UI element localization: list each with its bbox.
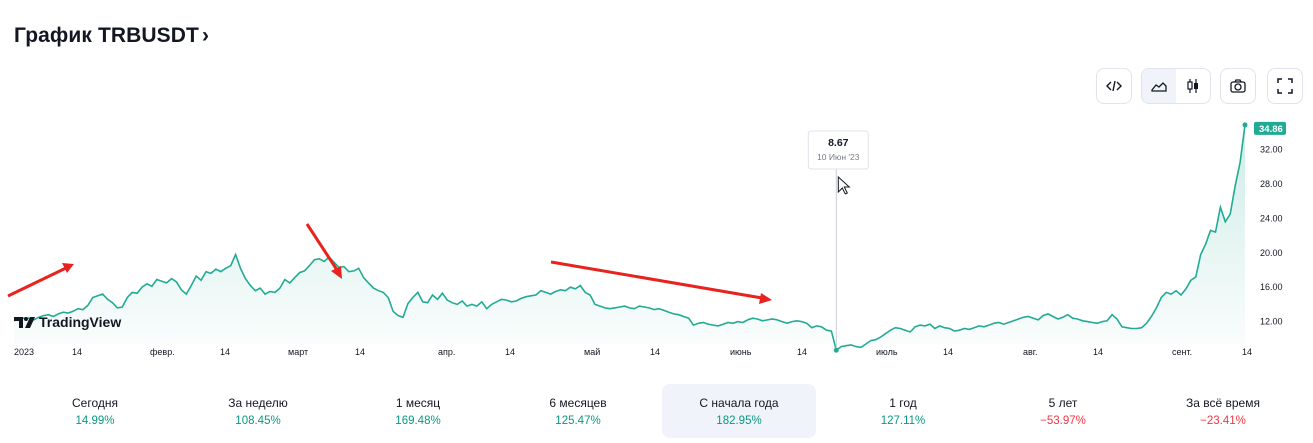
x-tick-label: 14 bbox=[355, 347, 365, 357]
tooltip-date: 10 Июн '23 bbox=[817, 152, 860, 162]
performance-tab-label: За всё время bbox=[1186, 395, 1260, 410]
mouse-cursor-icon bbox=[837, 175, 851, 195]
embed-code-icon bbox=[1106, 80, 1122, 92]
tradingview-logo: TradingView bbox=[14, 314, 121, 330]
tooltip-value: 8.67 bbox=[828, 137, 849, 149]
performance-tab-value: 169.48% bbox=[395, 414, 441, 427]
last-price-point bbox=[1242, 122, 1248, 128]
crosshair-point bbox=[833, 347, 839, 353]
fullscreen-icon bbox=[1277, 78, 1293, 94]
embed-code-button[interactable] bbox=[1096, 68, 1132, 104]
performance-tabs: Сегодня 14.99% За неделю 108.45% 1 месяц 169.… bbox=[0, 384, 1313, 440]
x-axis: 2023 14 февр. 14 март 14 апр. 14 май 14 июнь 14 июль… bbox=[14, 347, 1252, 357]
x-tick-label: 14 bbox=[1242, 347, 1252, 357]
performance-tab-label: С начала года bbox=[699, 395, 779, 410]
x-tick-label: 14 bbox=[797, 347, 807, 357]
chevron-right-icon: › bbox=[201, 24, 210, 47]
performance-tab-value: −53.97% bbox=[1040, 414, 1086, 427]
last-price-label: 34.86 bbox=[1254, 121, 1286, 135]
performance-tab[interactable]: За всё время −23.41% bbox=[1150, 384, 1296, 438]
area-chart-button[interactable] bbox=[1142, 69, 1176, 103]
y-tick-label: 12.00 bbox=[1260, 317, 1283, 327]
performance-tab-label: 5 лет bbox=[1048, 395, 1078, 410]
x-tick-label: апр. bbox=[438, 347, 455, 357]
performance-tab[interactable]: С начала года 182.95% bbox=[662, 384, 816, 438]
performance-tab-value: −23.41% bbox=[1200, 414, 1246, 427]
x-tick-label: май bbox=[584, 347, 600, 357]
screenshot-button[interactable] bbox=[1220, 68, 1256, 104]
x-tick-label: 14 bbox=[1093, 347, 1103, 357]
performance-tab[interactable]: За неделю 108.45% bbox=[185, 384, 331, 438]
x-tick-label: 14 bbox=[505, 347, 515, 357]
x-tick-label: февр. bbox=[150, 347, 175, 357]
performance-tab-value: 182.95% bbox=[716, 414, 762, 427]
price-tooltip: 8.67 10 Июн '23 bbox=[807, 130, 869, 170]
x-tick-label: 14 bbox=[650, 347, 660, 357]
x-tick-label: авг. bbox=[1023, 347, 1037, 357]
red-annotation-arrows bbox=[7, 223, 772, 304]
performance-tab[interactable]: 6 месяцев 125.47% bbox=[505, 384, 651, 438]
candlestick-icon bbox=[1187, 79, 1198, 93]
performance-tab-value: 108.45% bbox=[235, 414, 281, 427]
candlestick-button[interactable] bbox=[1176, 69, 1210, 103]
y-tick-label: 32.00 bbox=[1260, 145, 1283, 155]
performance-tab[interactable]: 5 лет −53.97% bbox=[990, 384, 1136, 438]
x-tick-label: июнь bbox=[730, 347, 752, 357]
fullscreen-button[interactable] bbox=[1267, 68, 1303, 104]
x-tick-label: 14 bbox=[943, 347, 953, 357]
performance-tab-label: За неделю bbox=[228, 395, 288, 410]
price-chart[interactable]: 32.00 28.00 24.00 20.00 16.00 12.00 2023 14 фев… bbox=[0, 112, 1313, 362]
x-tick-label: 14 bbox=[220, 347, 230, 357]
camera-icon bbox=[1230, 79, 1246, 93]
x-tick-label: июль bbox=[876, 347, 898, 357]
x-tick-label: сент. bbox=[1172, 347, 1192, 357]
page-title-text: График TRBUSDT bbox=[14, 24, 199, 47]
y-tick-label: 24.00 bbox=[1260, 213, 1283, 223]
y-axis: 32.00 28.00 24.00 20.00 16.00 12.00 bbox=[1260, 145, 1283, 327]
y-tick-label: 20.00 bbox=[1260, 248, 1283, 258]
y-tick-label: 28.00 bbox=[1260, 179, 1283, 189]
area-chart-icon bbox=[1151, 82, 1167, 92]
performance-tab[interactable]: Сегодня 14.99% bbox=[22, 384, 168, 438]
performance-tab-label: 1 год bbox=[889, 395, 917, 410]
performance-tab-label: 1 месяц bbox=[395, 395, 441, 410]
performance-tab-label: 6 месяцев bbox=[549, 395, 607, 410]
page-title[interactable]: График TRBUSDT › bbox=[14, 24, 209, 48]
price-area-fill bbox=[14, 124, 1245, 351]
performance-tab[interactable]: 1 год 127.11% bbox=[830, 384, 976, 438]
x-tick-label: 14 bbox=[72, 347, 82, 357]
performance-tab-value: 127.11% bbox=[880, 414, 926, 427]
performance-tab[interactable]: 1 месяц 169.48% bbox=[345, 384, 491, 438]
y-tick-label: 16.00 bbox=[1260, 282, 1283, 292]
x-tick-label: март bbox=[288, 347, 308, 357]
svg-text:TradingView: TradingView bbox=[39, 314, 121, 330]
x-tick-label: 2023 bbox=[14, 347, 34, 357]
performance-tab-label: Сегодня bbox=[72, 395, 118, 410]
price-line bbox=[13, 124, 1246, 352]
svg-text:34.86: 34.86 bbox=[1259, 124, 1283, 135]
performance-tab-value: 125.47% bbox=[555, 414, 601, 427]
performance-tab-value: 14.99% bbox=[75, 414, 115, 427]
